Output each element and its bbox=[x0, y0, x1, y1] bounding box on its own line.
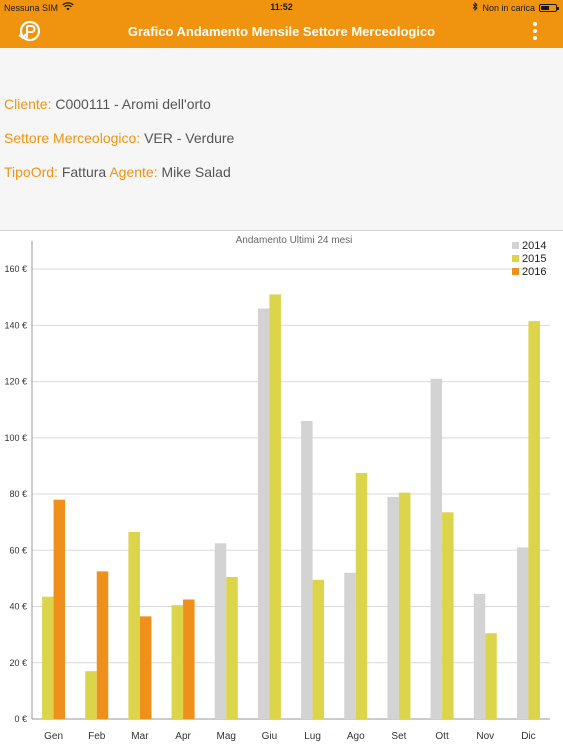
nav-bar: Grafico Andamento Mensile Settore Merceo… bbox=[0, 14, 563, 48]
wifi-icon bbox=[62, 2, 74, 13]
bluetooth-icon bbox=[472, 1, 479, 13]
y-tick-label: 140 € bbox=[4, 320, 27, 330]
bar-2014-ago bbox=[344, 572, 356, 719]
more-vertical-icon[interactable] bbox=[531, 22, 539, 40]
x-tick-label: Set bbox=[391, 731, 406, 742]
y-tick-label: 120 € bbox=[4, 377, 27, 387]
x-tick-label: Mar bbox=[131, 731, 149, 742]
legend-swatch-2015 bbox=[512, 255, 519, 262]
cliente-value: C000111 - Aromi dell'orto bbox=[55, 96, 211, 112]
bar-2015-set bbox=[398, 492, 411, 719]
bar-2015-mar bbox=[128, 532, 140, 719]
agente-label: Agente: bbox=[109, 164, 158, 180]
bar-2015-giu bbox=[269, 294, 281, 719]
bar-2015-dic bbox=[528, 321, 540, 719]
status-time: 11:52 bbox=[270, 2, 293, 12]
bar-2015-gen bbox=[42, 596, 54, 719]
bar-2014-mag bbox=[214, 543, 227, 719]
page-title: Grafico Andamento Mensile Settore Merceo… bbox=[127, 24, 436, 39]
x-tick-label: Giu bbox=[262, 731, 278, 742]
monthly-bar-chart: 0 € 20 € 40 € 60 € 80 € 100 € 120 € 140 € 160 € A… bbox=[0, 231, 563, 750]
bar-2014-set bbox=[387, 496, 399, 719]
chart-area: 0 € 20 € 40 € 60 € 80 € 100 € 120 € 140 € 160 € A… bbox=[0, 231, 563, 750]
bar-2015-apr bbox=[171, 605, 184, 719]
x-tick-label: Nov bbox=[476, 731, 494, 742]
bar-2014-ott bbox=[430, 378, 443, 719]
status-left: Nessuna SIM bbox=[4, 2, 74, 13]
y-tick-label: 80 € bbox=[9, 489, 27, 499]
cliente-label: Cliente: bbox=[4, 96, 52, 112]
legend-label-2015: 2015 bbox=[522, 253, 546, 265]
bar-2015-ott bbox=[442, 512, 454, 719]
bar-2016-mar bbox=[139, 616, 152, 719]
x-tick-label: Ago bbox=[347, 731, 365, 742]
x-tick-label: Gen bbox=[44, 731, 63, 742]
agente-value: Mike Salad bbox=[161, 164, 231, 180]
info-panel: Cliente: C000111 - Aromi dell'orto Setto… bbox=[0, 48, 563, 231]
settore-row: Settore Merceologico: VER - Verdure bbox=[4, 130, 234, 146]
settore-value: VER - Verdure bbox=[144, 130, 235, 146]
x-tick-label: Apr bbox=[175, 731, 191, 742]
bar-2015-feb bbox=[85, 671, 97, 719]
back-logo-icon[interactable] bbox=[17, 18, 43, 44]
y-tick-label: 60 € bbox=[9, 545, 27, 555]
settore-label: Settore Merceologico: bbox=[4, 130, 141, 146]
y-tick-label: 160 € bbox=[4, 264, 27, 274]
chart-title: Andamento Ultimi 24 mesi bbox=[236, 235, 353, 246]
y-tick-label: 0 € bbox=[14, 714, 27, 724]
bar-2014-giu bbox=[257, 308, 270, 719]
bar-2016-feb bbox=[96, 571, 109, 719]
carrier-text: Nessuna SIM bbox=[4, 2, 59, 13]
x-tick-label: Lug bbox=[304, 731, 321, 742]
bar-2015-nov bbox=[485, 633, 497, 719]
legend-label-2014: 2014 bbox=[522, 240, 546, 252]
bar-2016-gen bbox=[53, 499, 66, 719]
x-tick-label: Mag bbox=[217, 731, 236, 742]
legend-swatch-2016 bbox=[512, 268, 519, 275]
status-bar: Nessuna SIM 11:52 Non in carica bbox=[0, 0, 563, 14]
bar-2014-nov bbox=[473, 593, 486, 719]
legend-label-2016: 2016 bbox=[522, 266, 546, 278]
battery-level bbox=[541, 5, 550, 10]
charging-text: Non in carica bbox=[482, 2, 535, 13]
status-right: Non in carica bbox=[472, 1, 559, 13]
y-tick-label: 100 € bbox=[4, 433, 27, 443]
tipoord-row: TipoOrd: Fattura Agente: Mike Salad bbox=[4, 164, 231, 180]
bar-2014-dic bbox=[516, 547, 529, 719]
y-tick-label: 20 € bbox=[9, 658, 27, 668]
cliente-row: Cliente: C000111 - Aromi dell'orto bbox=[4, 96, 211, 112]
battery-icon bbox=[539, 3, 559, 12]
x-tick-label: Dic bbox=[521, 731, 535, 742]
legend-swatch-2014 bbox=[512, 242, 519, 249]
tipoord-label: TipoOrd: bbox=[4, 164, 58, 180]
x-tick-label: Feb bbox=[88, 731, 106, 742]
x-tick-label: Ott bbox=[435, 731, 449, 742]
bar-2015-lug bbox=[312, 579, 325, 719]
bar-2015-ago bbox=[355, 472, 368, 719]
tipoord-value: Fattura bbox=[61, 164, 107, 180]
bar-2014-lug bbox=[301, 420, 313, 719]
bar-2016-apr bbox=[183, 599, 195, 719]
y-tick-label: 40 € bbox=[9, 602, 27, 612]
chart-svg: 0 € 20 € 40 € 60 € 80 € 100 € 120 € 140 € 160 € A… bbox=[4, 235, 550, 742]
bar-2015-mag bbox=[226, 577, 238, 719]
